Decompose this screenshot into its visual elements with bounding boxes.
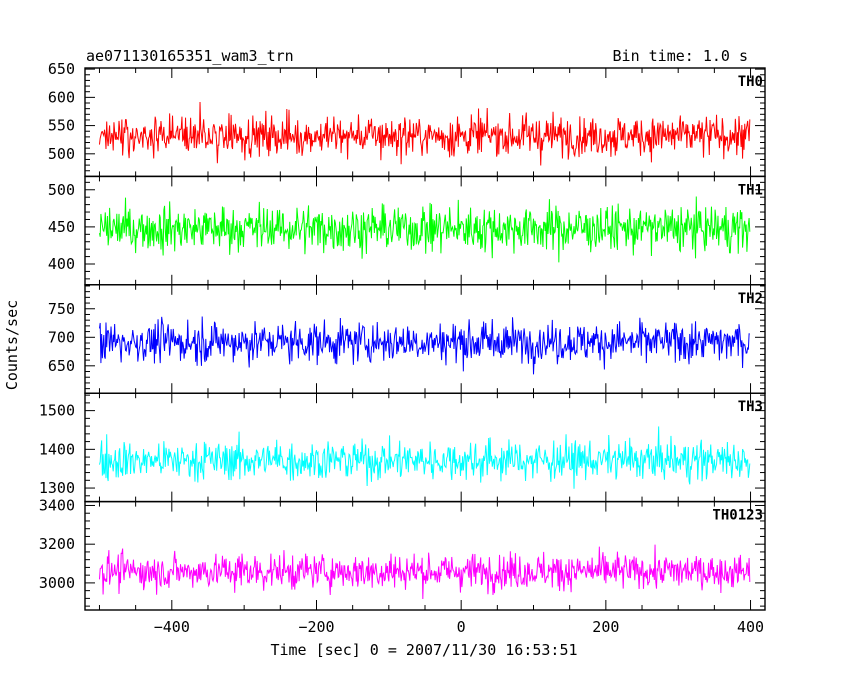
- panel-frame: [84, 392, 766, 503]
- panel-th0123: 3000 3200 3400 TH0123: [39, 496, 766, 611]
- y-tick-label: 1400: [39, 440, 75, 458]
- panel-th3: 1300 1400 1500 TH3: [39, 392, 766, 503]
- panel-th1: 400 450 500 TH1: [48, 175, 766, 286]
- panel-label-th0123: TH0123: [712, 508, 763, 524]
- y-tick-label: 550: [48, 117, 75, 135]
- panel-label-th3: TH3: [738, 399, 763, 415]
- x-tick-label: 200: [592, 618, 619, 636]
- bin-time-label: Bin time: 1.0 s: [613, 47, 748, 65]
- x-axis-ticks: −400 −200 0 200 400: [98, 68, 764, 636]
- y-tick-label: 3400: [39, 496, 75, 514]
- x-tick-label: −400: [154, 618, 190, 636]
- series-line-th0: [98, 102, 751, 166]
- panels-layer: 500 550 600 650 TH0 400 450 500 TH1 650 700 750 TH2 1…: [39, 60, 766, 611]
- y-tick-label: 500: [48, 181, 75, 199]
- panel-label-th0: TH0: [738, 74, 763, 90]
- x-tick-label: 400: [737, 618, 764, 636]
- x-tick-label: 0: [457, 618, 466, 636]
- chart-title: ae071130165351_wam3_trn: [86, 47, 294, 65]
- y-tick-label: 650: [48, 60, 75, 78]
- y-tick-label: 500: [48, 145, 75, 163]
- y-axis-label: Counts/sec: [3, 300, 21, 390]
- panel-th0: 500 550 600 650 TH0: [48, 60, 766, 178]
- y-tick-label: 650: [48, 357, 75, 375]
- x-tick-label: −200: [298, 618, 334, 636]
- panel-frame: [84, 500, 766, 611]
- series-line-th0123: [98, 544, 751, 599]
- y-tick-label: 1300: [39, 479, 75, 497]
- panel-label-th1: TH1: [738, 182, 763, 198]
- series-line-th2: [98, 316, 750, 375]
- series-line-th3: [98, 426, 751, 489]
- y-tick-label: 3000: [39, 574, 75, 592]
- y-tick-label: 400: [48, 255, 75, 273]
- panel-label-th2: TH2: [738, 291, 763, 307]
- y-tick-label: 1500: [39, 402, 75, 420]
- x-axis-label: Time [sec] 0 = 2007/11/30 16:53:51: [270, 641, 577, 659]
- y-tick-label: 700: [48, 328, 75, 346]
- y-tick-label: 3200: [39, 535, 75, 553]
- y-tick-label: 600: [48, 88, 75, 106]
- series-line-th1: [98, 196, 751, 263]
- y-tick-label: 750: [48, 300, 75, 318]
- panel-th2: 650 700 750 TH2: [48, 284, 766, 394]
- y-tick-label: 450: [48, 218, 75, 236]
